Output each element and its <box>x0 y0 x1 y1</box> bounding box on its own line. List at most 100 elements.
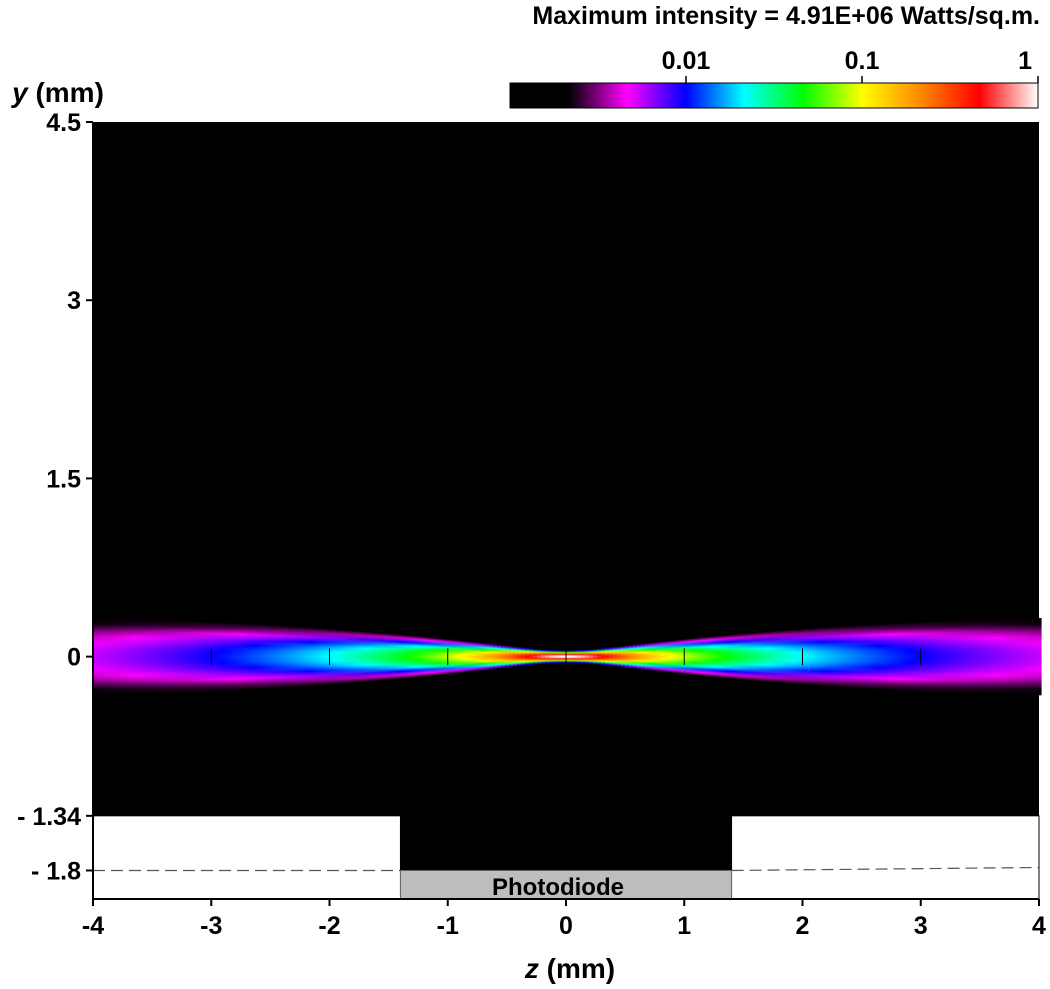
beam-slice <box>369 631 374 682</box>
beam-slice <box>825 627 830 687</box>
beam-slice <box>849 625 854 688</box>
beam-slice <box>141 619 146 695</box>
beam-slice <box>873 624 878 690</box>
plot-background <box>93 122 1039 899</box>
beam-slice <box>613 646 618 667</box>
beam-slice <box>729 634 734 679</box>
beam-slice <box>925 621 930 692</box>
beam-slice <box>965 619 970 694</box>
beam-slice <box>601 647 606 666</box>
beam-slice <box>205 621 210 692</box>
beam-slice <box>573 650 578 664</box>
beam-slice <box>109 618 114 695</box>
beam-slice <box>297 626 302 687</box>
beam-slice <box>185 620 190 693</box>
beam-slice <box>1021 618 1026 695</box>
beam-slice <box>93 618 98 696</box>
beam-slice <box>901 622 906 691</box>
beam-slice <box>333 629 338 685</box>
beam-slice <box>285 625 290 688</box>
y-axis-title: y (mm) <box>10 77 104 108</box>
x-axis-title: z (mm) <box>524 953 615 984</box>
beam-slice <box>753 632 758 681</box>
beam-slice <box>817 627 822 686</box>
x-tick-label: -3 <box>200 912 222 940</box>
dashed-line-right <box>731 866 1040 872</box>
beam-slice <box>481 642 486 671</box>
beam-slice <box>473 641 478 672</box>
beam-slice <box>353 630 358 683</box>
y-tick-label: - 1.8 <box>31 857 81 885</box>
beam-slice <box>717 635 722 678</box>
beam-slice <box>561 650 566 664</box>
beam-slice <box>153 619 158 694</box>
x-tick-label: 0 <box>559 912 573 940</box>
beam-slice <box>737 633 742 680</box>
beam-slice <box>933 621 938 693</box>
beam-slice <box>569 650 574 664</box>
beam-slice <box>777 630 782 683</box>
beam-slice <box>741 633 746 680</box>
beam-slice <box>845 625 850 688</box>
beam-slice <box>173 620 178 693</box>
beam-slice <box>677 639 682 674</box>
beam-slice <box>517 646 522 667</box>
beam-slice <box>761 631 766 682</box>
beam-slice <box>437 638 442 676</box>
beam-slice <box>345 630 350 684</box>
beam-slice <box>317 628 322 686</box>
beam-slice <box>701 637 706 677</box>
photodiode-label: Photodiode <box>492 874 624 901</box>
beam-slice <box>489 643 494 670</box>
beam-slice <box>1013 618 1018 695</box>
beam-slice <box>249 623 254 690</box>
beam-slice <box>633 644 638 669</box>
beam-slice <box>945 620 950 693</box>
beam-slice <box>113 618 118 695</box>
beam-slice <box>225 622 230 691</box>
beam-slice <box>581 649 586 664</box>
beam-slice <box>537 648 542 665</box>
beam-slice <box>229 622 234 691</box>
beam-slice <box>853 625 858 688</box>
beam-slice <box>693 637 698 676</box>
beam-slice <box>745 633 750 681</box>
beam-slice <box>593 648 598 665</box>
beam-slice <box>669 640 674 673</box>
beam-slice <box>653 642 658 672</box>
colorbar-tick-label: 1 <box>1018 47 1032 75</box>
beam-slice <box>937 621 942 693</box>
beam-slice <box>749 632 754 681</box>
beam-slice <box>97 618 102 696</box>
beam-slice <box>189 620 194 693</box>
beam-slice <box>1009 618 1014 695</box>
beam-slice <box>773 630 778 683</box>
beam-slice <box>861 624 866 689</box>
photodiode <box>400 870 732 899</box>
beam-slice <box>361 631 366 682</box>
beam-slice <box>325 628 330 685</box>
beam-slice <box>713 636 718 678</box>
beam-slice <box>1025 618 1030 696</box>
beam-slice <box>913 622 918 692</box>
beam-slice <box>909 622 914 691</box>
beam-slice <box>697 637 702 676</box>
beam-slice <box>129 618 134 695</box>
beam-slice <box>485 643 490 670</box>
beam-slice <box>389 633 394 680</box>
beam-slice <box>401 634 406 679</box>
beam-slice <box>881 623 886 690</box>
beam-slice <box>553 649 558 664</box>
beam-slice <box>269 624 274 689</box>
beam-slice <box>609 647 614 667</box>
beam-slice <box>997 618 1002 695</box>
beam-slice <box>441 638 446 675</box>
y-tick-label: - 1.34 <box>17 803 81 831</box>
beam-slice <box>993 619 998 695</box>
beam-slice <box>973 619 978 694</box>
beam-slice <box>197 621 202 692</box>
beam-slice <box>309 627 314 686</box>
beam-slice <box>145 619 150 694</box>
beam-slice <box>645 643 650 671</box>
